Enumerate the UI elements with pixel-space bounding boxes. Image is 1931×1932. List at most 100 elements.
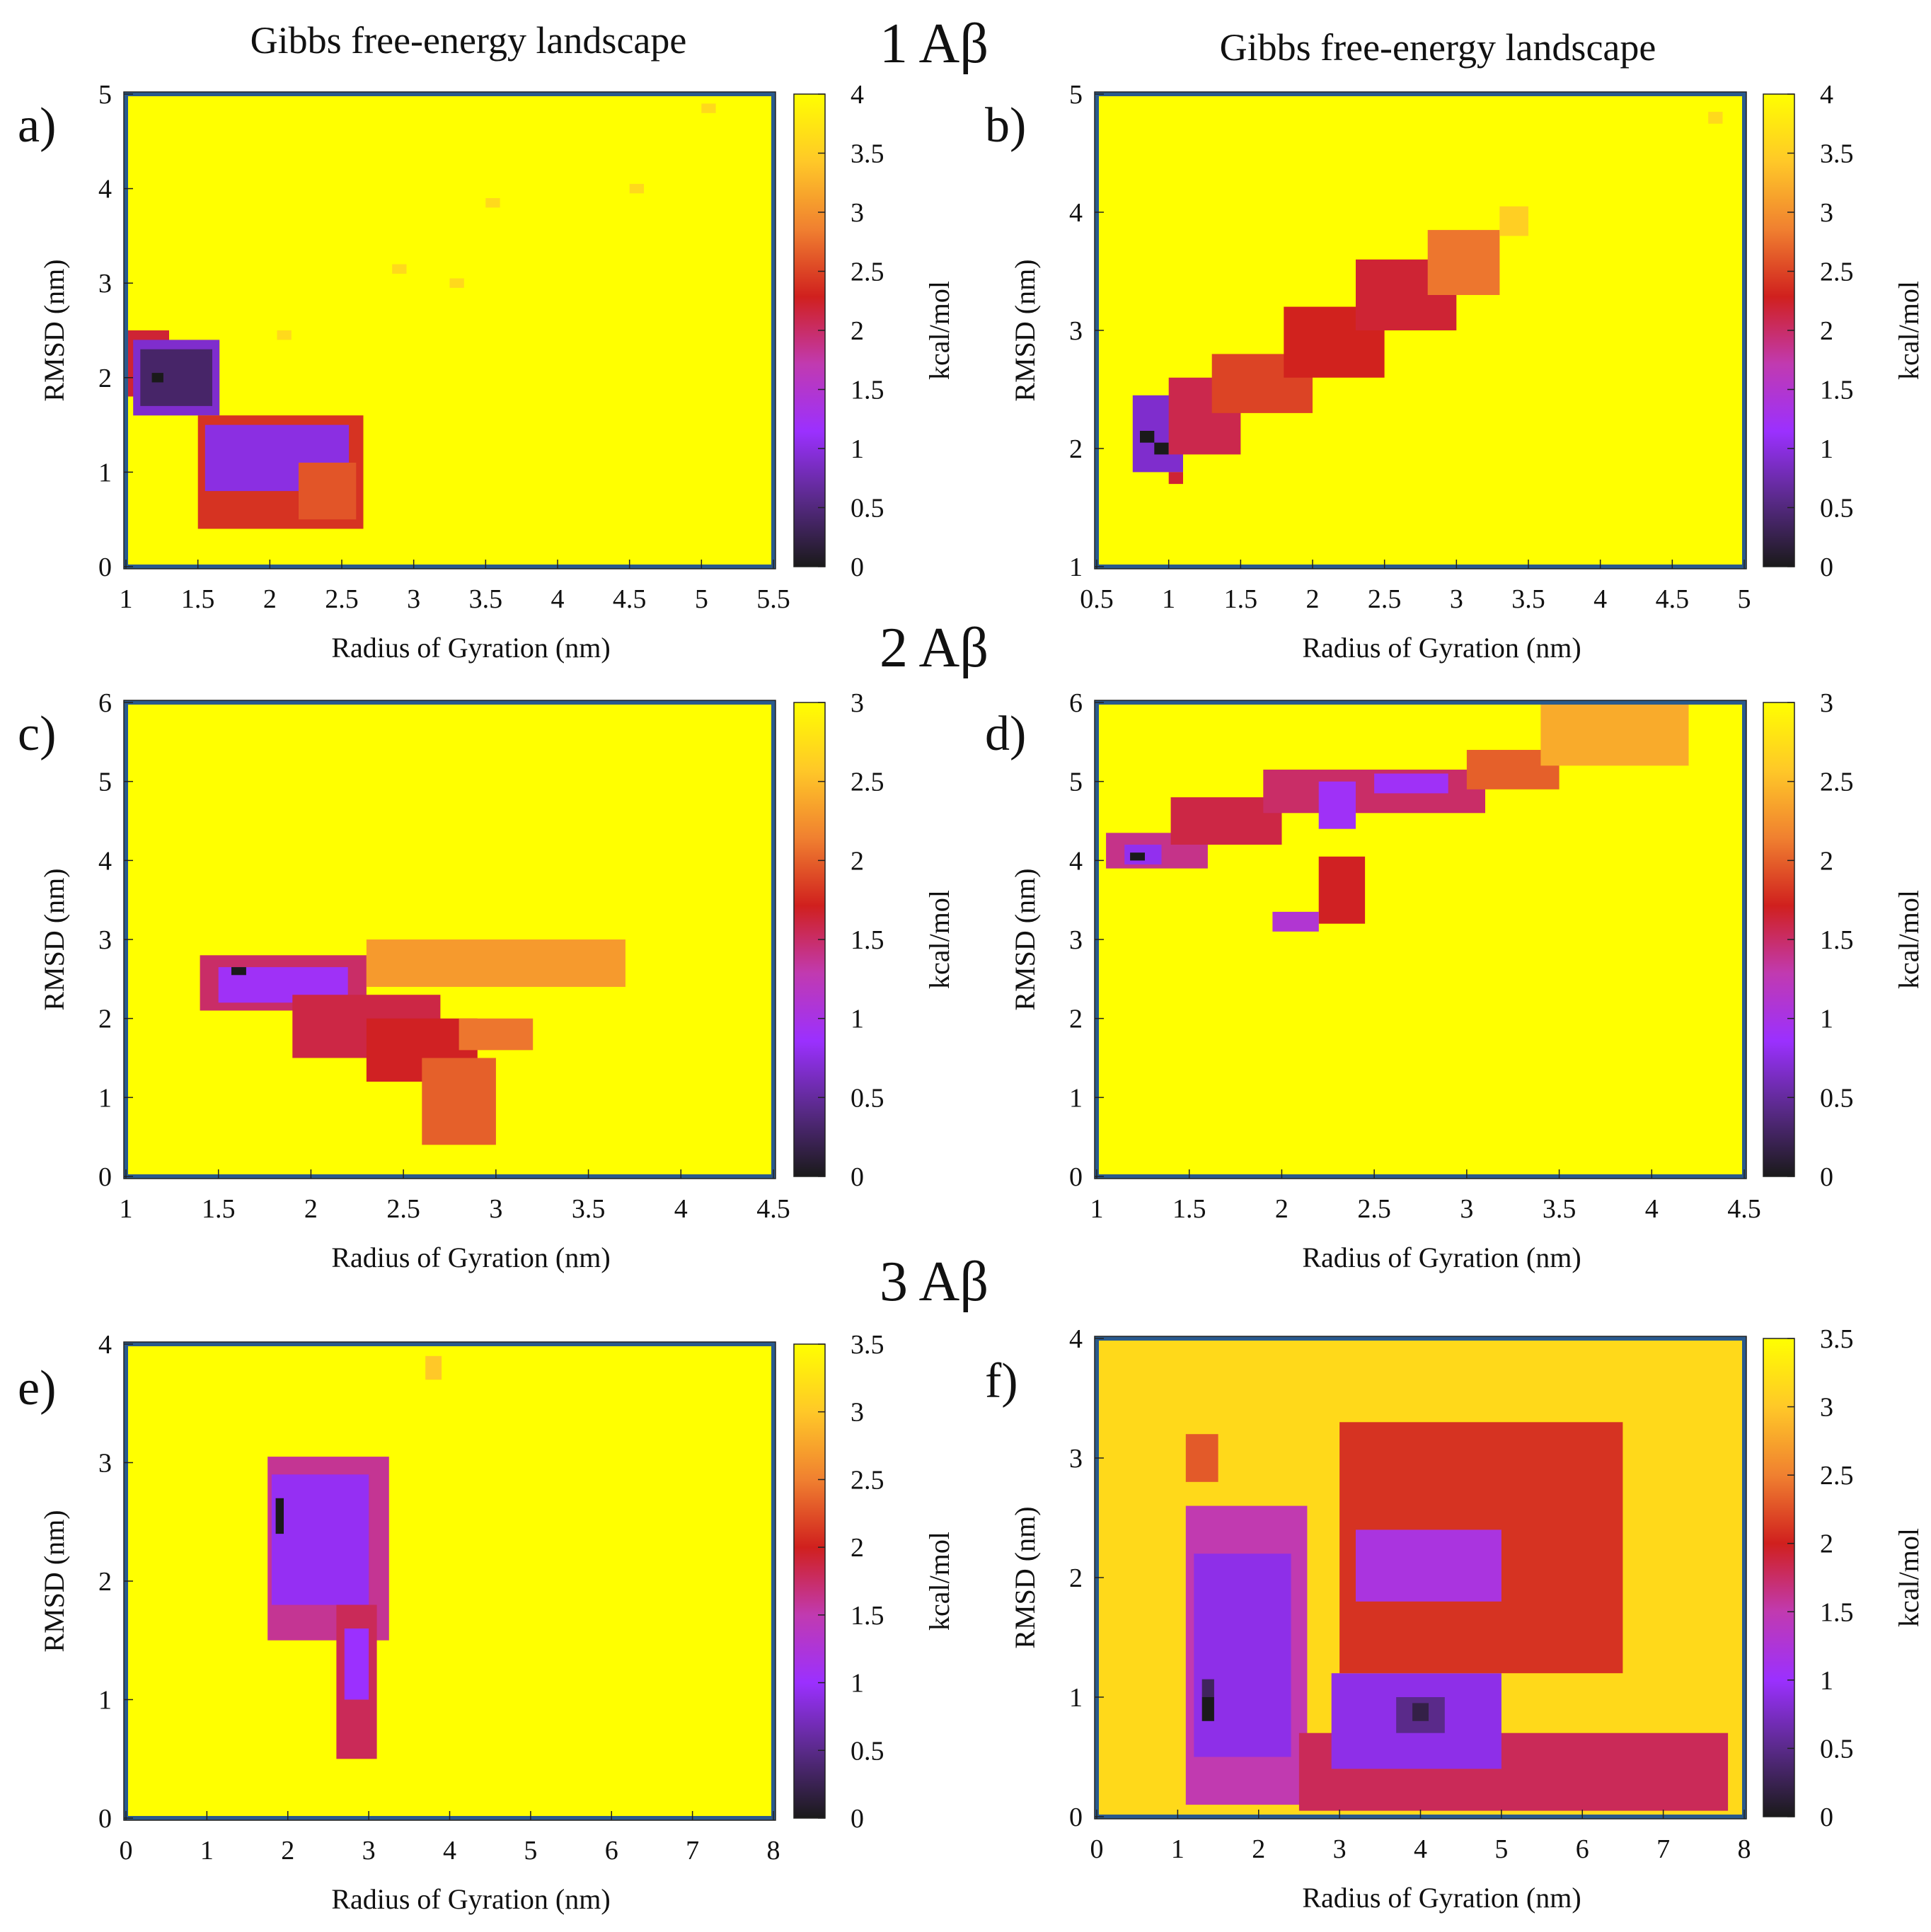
plot-frame [124,92,776,569]
colorbar-tick-label: 2.5 [1820,768,1854,797]
panel-label: f) [985,1354,1018,1408]
colorbar-tick-label: 0.5 [851,494,884,524]
x-tick-label: 4.5 [613,584,647,614]
heatmap-cell-7 [459,1018,534,1051]
heatmap-cell-2 [1130,852,1145,861]
colorbar-tick-label: 1 [851,1669,864,1699]
heatmap-cell-2 [275,1498,284,1534]
y-tick-label: 2 [1069,434,1083,464]
x-tick-label: 3.5 [469,584,503,614]
y-tick-label: 2 [1069,1563,1083,1593]
colorbar-tick-label: 3 [851,688,864,718]
colorbar-tick-label: 1 [1820,1666,1833,1696]
heatmap-cell-9 [1356,1529,1501,1602]
heatmap-cell-5 [1318,781,1356,829]
y-tick-label: 2 [98,1005,112,1034]
heatmap-cell-1 [1194,1554,1291,1757]
y-tick-label: 5 [1069,80,1083,110]
colorbar-tick-label: 0 [1820,1162,1833,1192]
x-tick-label: 3 [1460,1194,1473,1224]
heatmap-cell-9 [1318,856,1366,924]
colorbar-tick-label: 2.5 [851,1465,884,1495]
x-tick-label: 7 [686,1836,699,1866]
heatmap-background [126,1344,773,1818]
x-tick-label: 2.5 [386,1194,420,1224]
colorbar-label: kcal/mol [923,281,955,380]
panel-label: a) [18,98,56,153]
colorbar-tick-label: 0 [851,1162,864,1192]
heatmap-cell-5 [422,1058,496,1145]
y-tick-label: 3 [98,269,112,299]
y-tick-label: 3 [1069,1444,1083,1474]
x-tick-label: 2.5 [325,584,359,614]
heatmap-cell-6 [299,463,357,520]
heatmap-cell-8 [1540,702,1689,766]
heatmap-cell-5 [425,1355,442,1380]
colorbar-tick-label: 3 [1820,198,1833,228]
colorbar-tick-label: 3.5 [851,1330,884,1360]
x-tick-label: 1.5 [181,584,215,614]
colorbar-tick-label: 3 [851,198,864,228]
heatmap-cells [200,939,626,1145]
colorbar-tick-label: 1.5 [851,925,884,955]
x-tick-label: 6 [1576,1834,1589,1864]
x-tick-label: 4 [1645,1194,1659,1224]
colorbar-tick-label: 4 [1820,80,1833,110]
colorbar-tick-label: 3 [1820,1393,1833,1423]
row-title-1: 1 Aβ [880,13,988,75]
y-tick-label: 1 [98,1083,112,1113]
y-tick-label: 3 [98,925,112,955]
x-tick-label: 1 [1171,1834,1184,1864]
x-tick-label: 2 [304,1194,318,1224]
colorbar-tick-label: 1.5 [1820,376,1854,405]
heatmap-cells [1185,1422,1729,1811]
y-axis-label: RMSD (nm) [1009,1506,1041,1648]
heatmap-cell-10 [1272,911,1319,932]
panel-label: b) [985,98,1026,153]
heatmap-cell-2 [1201,1697,1214,1721]
colorbar-tick-label: 3.5 [1820,1324,1854,1354]
x-tick-label: 4 [674,1194,688,1224]
y-tick-label: 4 [1069,846,1083,876]
y-tick-label: 3 [1069,925,1083,955]
x-tick-label: 1 [120,584,133,614]
colorbar-tick-label: 3 [851,1398,864,1428]
heatmap-cell-3 [151,373,163,383]
x-tick-label: 3.5 [572,1194,606,1224]
y-tick-label: 1 [98,1686,112,1716]
x-axis-label: Radius of Gyration (nm) [1302,1882,1581,1914]
colorbar-tick-label: 1.5 [851,376,884,405]
y-axis-label: RMSD (nm) [38,259,70,401]
colorbar-label: kcal/mol [923,890,955,989]
heatmap-cell-2 [140,349,212,406]
y-tick-label: 0 [98,1162,112,1192]
panel-e: 0 1 2 3 4 5 6 7 8 0 1 2 3 4 Radius of Gyration (nm) RMS… [18,1330,955,1915]
colorbar-tick-label: 0.5 [1820,1734,1854,1764]
colorbar [1763,1338,1795,1817]
x-tick-label: 0 [1090,1834,1104,1864]
x-tick-label: 2 [1252,1834,1265,1864]
x-tick-label: 4 [551,584,565,614]
x-tick-label: 3 [362,1836,376,1866]
y-tick-label: 4 [98,1330,112,1360]
y-tick-label: 4 [98,175,112,204]
panel-label: e) [18,1361,56,1416]
y-tick-label: 6 [1069,688,1083,718]
x-tick-label: 0.5 [1080,584,1114,614]
y-tick-label: 0 [98,1804,112,1834]
y-tick-label: 1 [1069,553,1083,582]
panel-title: Gibbs free-energy landscape [1220,26,1656,69]
y-tick-label: 5 [98,768,112,797]
colorbar-tick-label: 4 [851,80,864,110]
y-tick-label: 6 [98,688,112,718]
colorbar-tick-label: 3.5 [1820,139,1854,169]
panel-title: Gibbs free-energy landscape [250,19,687,62]
colorbar-label: kcal/mol [1893,1528,1925,1627]
colorbar-tick-label: 2 [851,316,864,346]
y-tick-label: 1 [1069,1083,1083,1113]
x-tick-label: 3 [407,584,420,614]
